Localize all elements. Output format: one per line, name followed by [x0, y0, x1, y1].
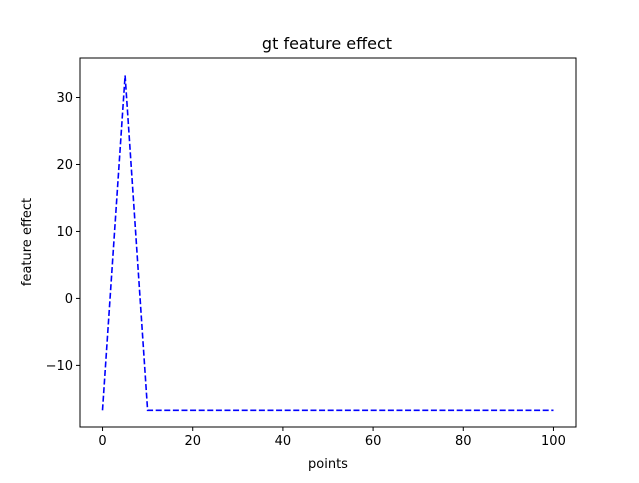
x-tick-label: 100	[541, 434, 566, 449]
x-tick-label: 20	[184, 434, 201, 449]
plot-area-frame	[79, 57, 577, 428]
series-layer	[101, 75, 554, 412]
x-axis-ticks: 0 20 40 60 80 100	[98, 427, 566, 449]
y-tick-label: −10	[46, 359, 73, 374]
y-tick-label: 30	[56, 91, 73, 106]
x-tick-label: 0	[98, 434, 106, 449]
y-tick-label: 10	[56, 225, 73, 240]
y-axis-ticks: −10 0 10 20 30	[46, 91, 80, 374]
y-tick-label: 20	[56, 158, 73, 173]
x-tick-label: 80	[455, 434, 472, 449]
chart-title: gt feature effect	[262, 34, 392, 53]
x-axis-label: points	[308, 457, 348, 472]
x-tick-label: 60	[365, 434, 382, 449]
y-tick-label: 0	[65, 292, 73, 307]
x-tick-label: 40	[275, 434, 292, 449]
series-line	[101, 75, 554, 412]
y-axis-label: feature effect	[20, 198, 35, 286]
